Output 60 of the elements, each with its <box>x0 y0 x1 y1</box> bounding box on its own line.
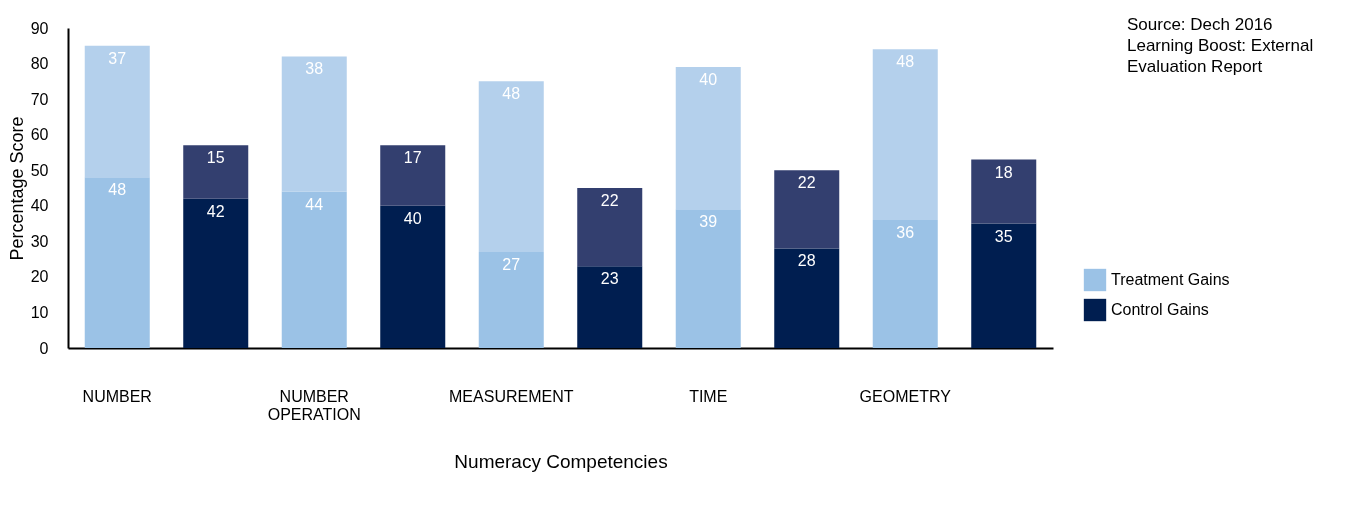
bar <box>281 191 347 348</box>
bar <box>971 223 1037 348</box>
y-tick-label: 40 <box>30 197 49 215</box>
bar <box>577 266 643 348</box>
y-tick-label: 20 <box>30 268 49 286</box>
data-label: 48 <box>108 181 127 199</box>
data-label: 40 <box>403 209 422 227</box>
bar <box>84 45 150 178</box>
bar <box>774 170 840 249</box>
data-label: 22 <box>797 174 816 192</box>
x-tick-label: GEOMETRY <box>859 387 952 405</box>
bar <box>872 220 938 348</box>
y-tick-label: 70 <box>30 90 49 108</box>
data-label: 17 <box>403 149 422 167</box>
data-label: 27 <box>502 256 521 273</box>
data-label: 42 <box>206 202 225 220</box>
data-label: 23 <box>600 270 619 288</box>
legend-label: Control Gains <box>1111 301 1209 318</box>
source-note: Source: Dech 2016 Learning Boost: External Evaluation Report <box>1127 14 1315 77</box>
y-tick-label: 50 <box>30 161 49 179</box>
data-label: 35 <box>994 227 1013 245</box>
bar <box>675 209 741 348</box>
data-label: 48 <box>502 85 521 103</box>
bar <box>380 145 446 206</box>
data-label: 39 <box>699 213 718 231</box>
y-tick-label: 80 <box>30 55 49 73</box>
y-axis-title: Percentage Score <box>6 116 27 261</box>
bar <box>478 81 544 252</box>
data-label: 40 <box>699 71 718 89</box>
y-tick-label: 10 <box>30 303 49 321</box>
y-tick-label: 60 <box>30 126 49 144</box>
bar <box>183 145 249 199</box>
bar <box>478 252 544 348</box>
data-label: 15 <box>206 149 225 167</box>
bar <box>577 188 643 267</box>
bar <box>872 49 938 220</box>
data-label: 28 <box>797 252 816 270</box>
x-tick-label: TIME <box>689 387 728 405</box>
x-tick-label: NUMBER OPERATION <box>267 387 361 423</box>
y-tick-label: 90 <box>30 19 49 37</box>
bar <box>675 67 741 210</box>
data-label: 37 <box>108 49 127 67</box>
x-tick-label: MEASUREMENT <box>449 387 574 405</box>
y-tick-label: 0 <box>39 339 49 357</box>
bar <box>84 177 150 348</box>
x-axis-title: Numeracy Competencies <box>454 450 668 472</box>
data-label: 22 <box>600 192 619 209</box>
bar <box>183 198 249 348</box>
data-label: 36 <box>896 224 915 241</box>
data-label: 44 <box>305 195 324 213</box>
y-tick-label: 30 <box>30 232 49 250</box>
bar <box>380 205 446 348</box>
data-label: 18 <box>994 163 1013 181</box>
data-label: 48 <box>896 53 915 71</box>
bar <box>971 159 1037 224</box>
legend-label: Treatment Gains <box>1111 271 1230 288</box>
data-label: 38 <box>305 60 324 78</box>
bar <box>774 248 840 348</box>
bar <box>281 56 347 192</box>
x-tick-label: NUMBER <box>82 387 152 405</box>
